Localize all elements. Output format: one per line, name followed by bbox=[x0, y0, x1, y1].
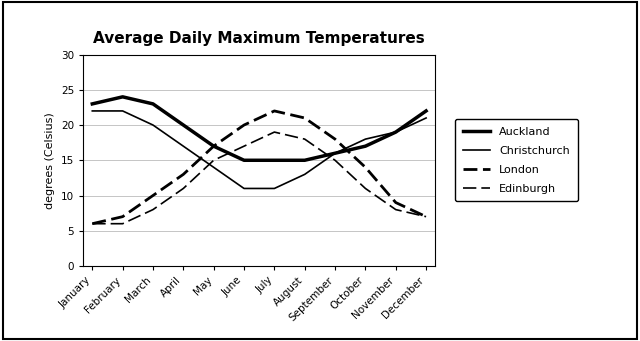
Legend: Auckland, Christchurch, London, Edinburgh: Auckland, Christchurch, London, Edinburg… bbox=[455, 119, 578, 202]
Y-axis label: degrees (Celsius): degrees (Celsius) bbox=[45, 112, 56, 209]
Title: Average Daily Maximum Temperatures: Average Daily Maximum Temperatures bbox=[93, 31, 425, 46]
